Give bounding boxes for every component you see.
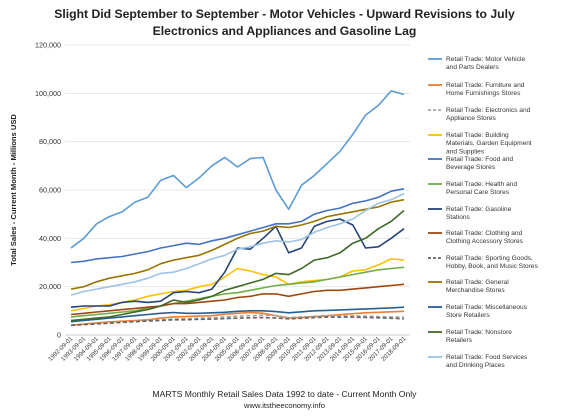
y-tick-label: 120,000 — [35, 41, 61, 50]
legend-entry: Retail Trade: Sporting Goods, Hobby, Book… — [446, 255, 539, 270]
legend-entry: Retail Trade: Miscellaneous Store Retaile… — [446, 304, 528, 319]
legend-entry: Retail Trade: Gasoline Stations — [446, 206, 512, 221]
series-line-6 — [70, 266, 405, 318]
legend: Retail Trade: Motor Vehicle and Parts Dea… — [428, 56, 539, 369]
legend-entry: Retail Trade: Clothing and Clothing Acces… — [446, 230, 524, 245]
series-lines — [70, 90, 405, 327]
footer-website: www.itstheeconomy.info — [244, 401, 325, 410]
legend-entry: Retail Trade: Nonstore Retailers — [446, 329, 512, 344]
legend-entry: Retail Trade: Food Services and Drinking … — [446, 354, 528, 369]
series-line-2 — [70, 310, 405, 327]
series-line-7 — [70, 218, 405, 308]
legend-entry: Retail Trade: General Merchandise Stores — [446, 279, 509, 294]
chart-title-line-1: Slight Did September to September - Moto… — [54, 7, 515, 21]
chart-title: Slight Did September to September - Moto… — [0, 6, 569, 40]
series-line-8 — [70, 283, 405, 316]
legend-entry: Retail Trade: Motor Vehicle and Parts Dea… — [446, 56, 525, 71]
series-line-13 — [70, 192, 405, 296]
y-tick-label: 0 — [57, 331, 61, 340]
series-line-11 — [70, 306, 405, 323]
y-tick-label: 60,000 — [39, 186, 61, 195]
series-line-5 — [70, 188, 405, 264]
y-axis-title: Total Sales - Current Month - Millions U… — [9, 114, 18, 266]
legend-entry: Retail Trade: Furniture and Home Furnishi… — [446, 82, 525, 97]
footer-source: MARTS Monthly Retail Sales Data 1992 to … — [152, 389, 417, 399]
legend-entry: Retail Trade: Electronics and Appliance S… — [446, 107, 531, 122]
legend-entry: Retail Trade: Health and Personal Care St… — [446, 181, 517, 196]
y-tick-label: 80,000 — [39, 137, 61, 146]
x-axis-ticks: 1992-09-011993-09-011994-09-011995-09-01… — [47, 335, 408, 363]
series-line-1 — [70, 90, 405, 249]
chart-footer: MARTS Monthly Retail Sales Data 1992 to … — [0, 389, 569, 411]
y-tick-label: 20,000 — [39, 282, 61, 291]
y-tick-label: 100,000 — [35, 89, 61, 98]
series-line-10 — [70, 198, 405, 290]
series-line-9 — [70, 316, 405, 327]
legend-entry: Retail Trade: Building Materials, Garden … — [446, 132, 532, 155]
series-line-12 — [70, 209, 405, 322]
chart-title-line-2: Electronics and Appliances and Gasoline … — [152, 24, 417, 38]
legend-entry: Retail Trade: Food and Beverage Stores — [446, 156, 513, 171]
y-axis-ticks: 0 20,000 40,000 60,000 80,000 100,000 120,000 — [35, 41, 61, 340]
grid-lines — [65, 44, 410, 336]
y-tick-label: 40,000 — [39, 234, 61, 243]
